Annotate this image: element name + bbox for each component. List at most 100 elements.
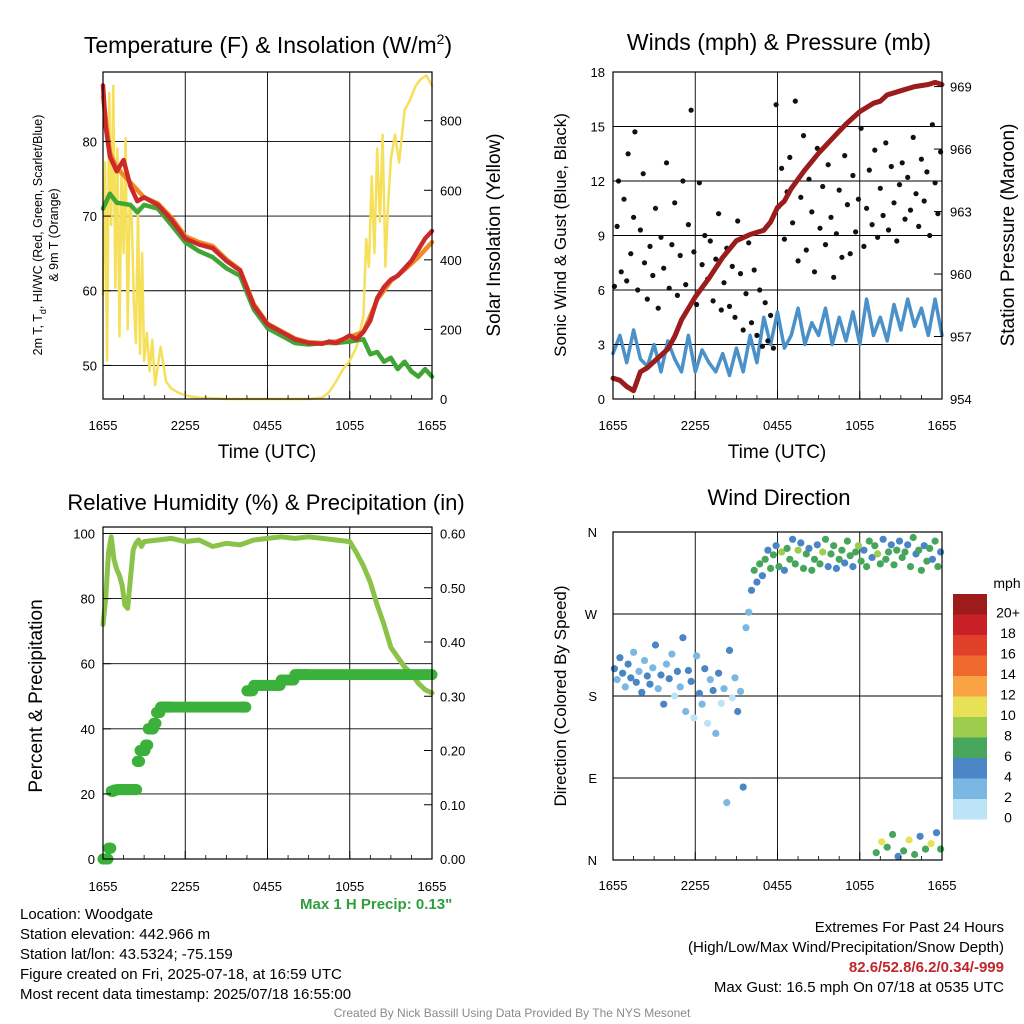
direction-point: [690, 714, 698, 722]
gust-point: [877, 185, 883, 191]
direction-point: [725, 646, 734, 655]
gust-point: [790, 220, 796, 226]
direction-point: [911, 850, 919, 859]
direction-point: [778, 548, 786, 556]
direction-point: [843, 537, 852, 545]
gust-point: [828, 214, 834, 220]
direction-point: [736, 687, 745, 696]
gust-point: [757, 287, 763, 293]
solar-ytick-label: 400: [440, 253, 462, 268]
temp-ytick-label: 80: [83, 134, 97, 149]
gust-point: [905, 174, 911, 180]
direction-point: [889, 830, 897, 839]
direction-point: [739, 783, 747, 791]
gust-point: [779, 165, 785, 171]
direction-point: [767, 564, 775, 573]
created-text: Figure created on Fri, 2025-07-18, at 16…: [20, 966, 342, 983]
rh-xtick-label: 1655: [418, 879, 447, 894]
direction-point: [805, 544, 813, 553]
rh-ytick-label: 20: [81, 787, 95, 802]
gust-point: [685, 222, 692, 228]
gust-point: [710, 298, 716, 304]
legend-label: 2: [1004, 789, 1012, 805]
gust-point: [792, 98, 798, 104]
direction-point: [772, 542, 780, 550]
precip-point: [131, 784, 143, 796]
direction-point: [916, 832, 924, 840]
direction-point: [921, 845, 930, 853]
direction-point: [731, 674, 739, 682]
direction-point: [882, 555, 890, 563]
gust-point: [781, 236, 788, 242]
temp-xtick-label: 2255: [171, 418, 200, 433]
pressure-ytick-label: 957: [950, 330, 972, 345]
gust-point: [737, 271, 744, 277]
gust-point: [669, 242, 675, 248]
wind-speed-line: [611, 297, 944, 378]
precip-ytick-label: 0.10: [440, 798, 465, 813]
gust-point: [864, 205, 870, 211]
legend-swatch: [953, 717, 987, 738]
rh-xtick-label: 1055: [335, 879, 364, 894]
gust-point: [839, 254, 845, 260]
direction-point: [761, 555, 769, 563]
direction-point: [756, 560, 764, 568]
legend-label: 14: [1000, 666, 1016, 682]
gust-point: [896, 182, 903, 188]
gust-point: [735, 218, 741, 224]
direction-point: [810, 555, 819, 563]
direction-point: [671, 692, 679, 700]
precip-ytick-label: 0.40: [440, 635, 465, 650]
direction-point: [704, 719, 712, 727]
gust-point: [910, 134, 916, 140]
gust-point: [809, 209, 815, 215]
direction-point: [905, 836, 913, 844]
gust-point: [885, 227, 892, 233]
direction-point: [909, 533, 917, 542]
direction-point: [613, 676, 621, 684]
direction-point: [682, 707, 690, 716]
gust-point: [746, 240, 752, 246]
gust-point: [875, 234, 881, 240]
direction-point: [679, 634, 687, 642]
solar-ytick-label: 0: [440, 392, 447, 407]
direction-point: [799, 564, 808, 573]
legend-label: 6: [1004, 748, 1012, 764]
direction-point: [638, 688, 646, 697]
wind-direction-ylabel: Direction (Colored By Speed): [551, 585, 570, 806]
dir-ytick-label: S: [588, 689, 597, 704]
direction-point: [619, 669, 627, 677]
credit-text: Created By Nick Bassill Using Data Provi…: [333, 1006, 691, 1020]
wind-ytick-label: 6: [598, 283, 605, 298]
gust-point: [811, 269, 818, 275]
legend-swatch: [953, 778, 987, 799]
rh-ytick-label: 80: [81, 592, 95, 607]
direction-point: [937, 548, 945, 556]
wind-xtick-label: 0455: [763, 418, 792, 433]
direction-point: [808, 566, 816, 574]
gust-point: [806, 176, 812, 182]
dir-xtick-label: 0455: [763, 878, 792, 893]
gust-point: [641, 260, 648, 266]
direction-point: [830, 542, 838, 550]
direction-point: [621, 683, 629, 691]
gust-point: [817, 225, 823, 231]
temperature-ylabel: 2m T, Td, HI/WC (Red, Green, Scarlet/Blu…: [31, 115, 48, 356]
dir-ytick-label: W: [585, 607, 598, 622]
direction-point: [720, 685, 728, 693]
direction-point: [775, 563, 783, 571]
wind-ytick-label: 0: [598, 392, 605, 407]
direction-point: [860, 546, 868, 554]
rh-xtick-label: 0455: [253, 879, 282, 894]
winds-xlabel: Time (UTC): [728, 442, 827, 463]
gust-point: [927, 232, 933, 239]
direction-point: [878, 838, 886, 846]
direction-point: [852, 548, 860, 556]
gust-point: [674, 292, 681, 298]
legend-swatch: [953, 635, 987, 656]
dir-xtick-label: 1655: [928, 878, 957, 893]
gust-point: [663, 160, 670, 166]
direction-point: [920, 542, 928, 550]
direction-point: [717, 699, 725, 707]
